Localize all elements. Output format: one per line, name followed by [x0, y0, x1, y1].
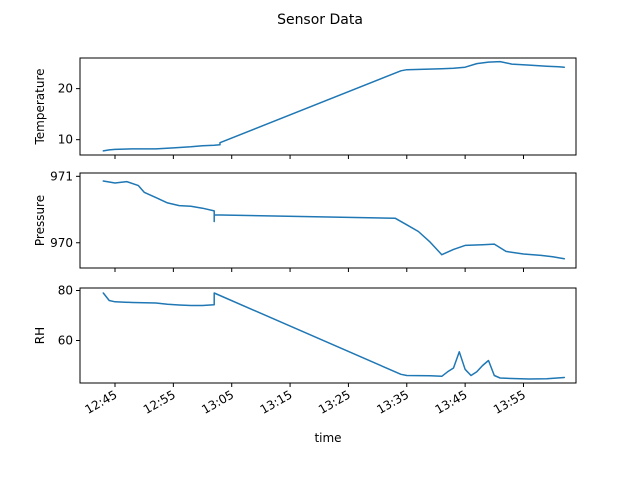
panel-temperature: 10 20 Temperature	[33, 57, 577, 159]
panel-rh: 60 80 RH	[33, 284, 577, 387]
y-tick-label: 80	[58, 284, 73, 298]
y-tick-label: 10	[58, 133, 73, 147]
y-axis-label: Pressure	[33, 195, 47, 246]
axes-frame	[79, 172, 577, 269]
y-tick-label: 20	[58, 82, 73, 96]
series-line-temperature	[102, 60, 566, 152]
y-tick-label: 971	[50, 169, 73, 183]
y-axis-label: RH	[33, 327, 47, 344]
axes-frame	[79, 287, 577, 384]
series-line-rh	[102, 292, 566, 380]
x-axis-label: time	[314, 431, 341, 445]
chart-title: Sensor Data	[277, 12, 363, 28]
series-line-pressure	[102, 180, 566, 260]
y-axis-label: Temperature	[33, 68, 47, 145]
y-tick-label: 60	[58, 334, 73, 348]
y-tick-label: 970	[50, 236, 73, 250]
axes-frame	[79, 57, 577, 156]
